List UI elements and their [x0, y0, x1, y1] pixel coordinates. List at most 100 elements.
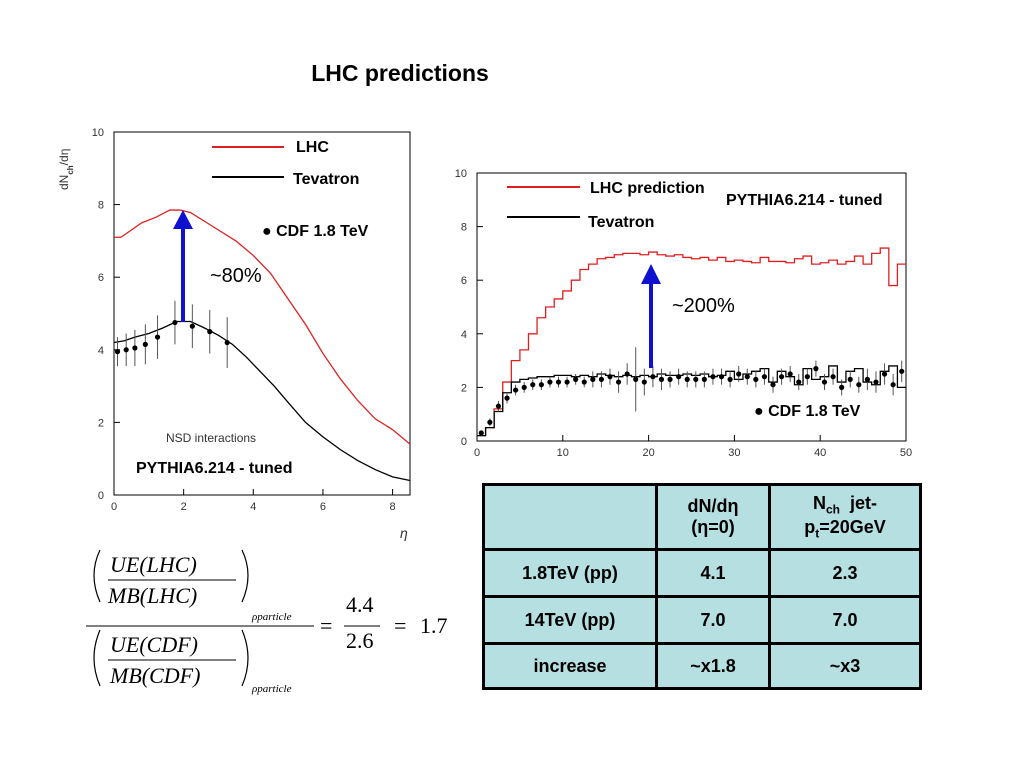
formula-subscript-top: ρparticle	[251, 611, 292, 623]
row-label: 14TeV (pp)	[482, 595, 658, 645]
left-arrow-head	[173, 210, 193, 229]
header-dndeta: dN/dη (η=0)	[655, 483, 771, 551]
legend-lhc-label: LHC	[296, 139, 329, 156]
y-tick-label: 4	[98, 345, 104, 357]
y-tick-label: 0	[461, 436, 467, 448]
row-label: 1.8TeV (pp)	[482, 548, 658, 598]
left-pythia-label: PYTHIA6.214 - tuned	[136, 460, 292, 477]
data-point	[761, 374, 768, 380]
data-point	[804, 374, 810, 380]
data-point	[770, 382, 776, 388]
paren-left-bottom	[93, 629, 101, 687]
y-tick-label: 6	[461, 275, 467, 287]
formula-equals-2: =	[394, 613, 406, 638]
y-tick-label: 2	[461, 382, 467, 394]
left-xlabel: η	[400, 525, 408, 541]
legend-tevatron-label-right: Tevatron	[588, 214, 654, 231]
y-tick-label: 6	[98, 272, 104, 284]
data-point	[224, 339, 230, 346]
left-arrow-label: ~80%	[210, 265, 262, 287]
row-value-nch: ~x3	[768, 642, 922, 690]
data-point	[753, 376, 759, 382]
paren-right-top	[241, 549, 249, 603]
formula-frac-top: 4.4	[346, 592, 374, 617]
legend-lhc-prediction-label: LHC prediction	[590, 180, 705, 197]
data-point	[207, 329, 213, 335]
header-nch-jet: Nch jet-pt=20GeV	[768, 483, 922, 551]
data-point	[615, 379, 622, 385]
data-point	[676, 374, 682, 380]
data-point	[521, 384, 527, 390]
formula-den-top: UE(CDF)	[110, 632, 198, 657]
right-series-lines	[477, 247, 906, 437]
x-tick-label: 0	[474, 447, 480, 459]
data-point	[487, 419, 493, 425]
left-ylabel: dNch/dη	[57, 149, 75, 190]
data-point	[667, 376, 673, 382]
data-point	[189, 323, 195, 329]
y-tick-label: 8	[461, 222, 467, 234]
table-header-row: dN/dη (η=0) Nch jet-pt=20GeV	[482, 483, 922, 551]
data-point	[495, 403, 502, 409]
data-point	[564, 379, 570, 385]
series-line	[113, 320, 411, 482]
series-line	[477, 247, 906, 437]
data-point	[710, 374, 716, 380]
right-arrow-label: ~200%	[672, 295, 735, 317]
left-chart: 0 2 4 6 8 0 2 4 6 8 10 dNch/dη η LHC Tevatron ● CD…	[57, 127, 411, 541]
data-point	[830, 374, 836, 380]
data-point	[573, 376, 579, 382]
data-point	[624, 371, 630, 377]
right-chart: 0 10 20 30 40 50 0 2 4 6 8 10 LHC prediction Tevatr…	[455, 168, 912, 459]
x-tick-label: 20	[642, 447, 654, 459]
row-value-nch: 7.0	[768, 595, 922, 645]
data-point	[847, 376, 853, 382]
data-point	[154, 334, 161, 340]
x-tick-label: 50	[900, 447, 912, 459]
data-point	[513, 387, 519, 393]
data-point	[821, 379, 828, 385]
data-point	[693, 376, 699, 382]
row-value-dndeta: ~x1.8	[655, 642, 771, 690]
right-cdf-points	[478, 347, 905, 436]
data-point	[650, 374, 656, 380]
data-point	[504, 395, 510, 401]
data-point	[172, 319, 178, 326]
x-tick-label: 10	[557, 447, 569, 459]
data-point	[538, 382, 544, 388]
data-point	[899, 368, 905, 374]
formula-result: 1.7	[420, 613, 448, 638]
data-point	[744, 374, 750, 380]
x-tick-label: 30	[728, 447, 740, 459]
data-point	[890, 382, 896, 388]
data-point	[881, 371, 888, 377]
formula-equals-1: =	[320, 613, 332, 638]
results-table: dN/dη (η=0) Nch jet-pt=20GeV 1.8TeV (pp) …	[482, 483, 922, 690]
x-tick-label: 8	[390, 501, 396, 513]
row-value-dndeta: 7.0	[655, 595, 771, 645]
slide-title: LHC predictions	[311, 60, 489, 86]
left-axis-ticks: 0 2 4 6 8 0 2 4 6 8 10	[92, 127, 396, 513]
header-empty-cell	[482, 483, 658, 551]
left-plot-frame	[113, 131, 411, 496]
paren-right-bottom	[241, 629, 249, 687]
data-point	[839, 384, 845, 390]
y-tick-label: 2	[98, 417, 104, 429]
data-point	[718, 374, 725, 380]
data-point	[778, 374, 785, 380]
data-point	[873, 379, 879, 385]
data-point	[132, 345, 138, 351]
right-pythia-label: PYTHIA6.214 - tuned	[726, 192, 882, 209]
data-point	[701, 376, 707, 382]
data-point	[736, 371, 742, 377]
data-point	[864, 376, 870, 382]
data-point	[727, 376, 733, 382]
table-row: 1.8TeV (pp) 4.1 2.3	[482, 548, 922, 598]
left-series-lines	[113, 209, 411, 482]
data-point	[142, 341, 148, 347]
formula-subscript-bottom: ρparticle	[251, 683, 292, 695]
row-value-dndeta: 4.1	[655, 548, 771, 598]
y-tick-label: 4	[461, 329, 467, 341]
right-plot-frame	[476, 172, 907, 442]
data-point	[796, 379, 802, 385]
